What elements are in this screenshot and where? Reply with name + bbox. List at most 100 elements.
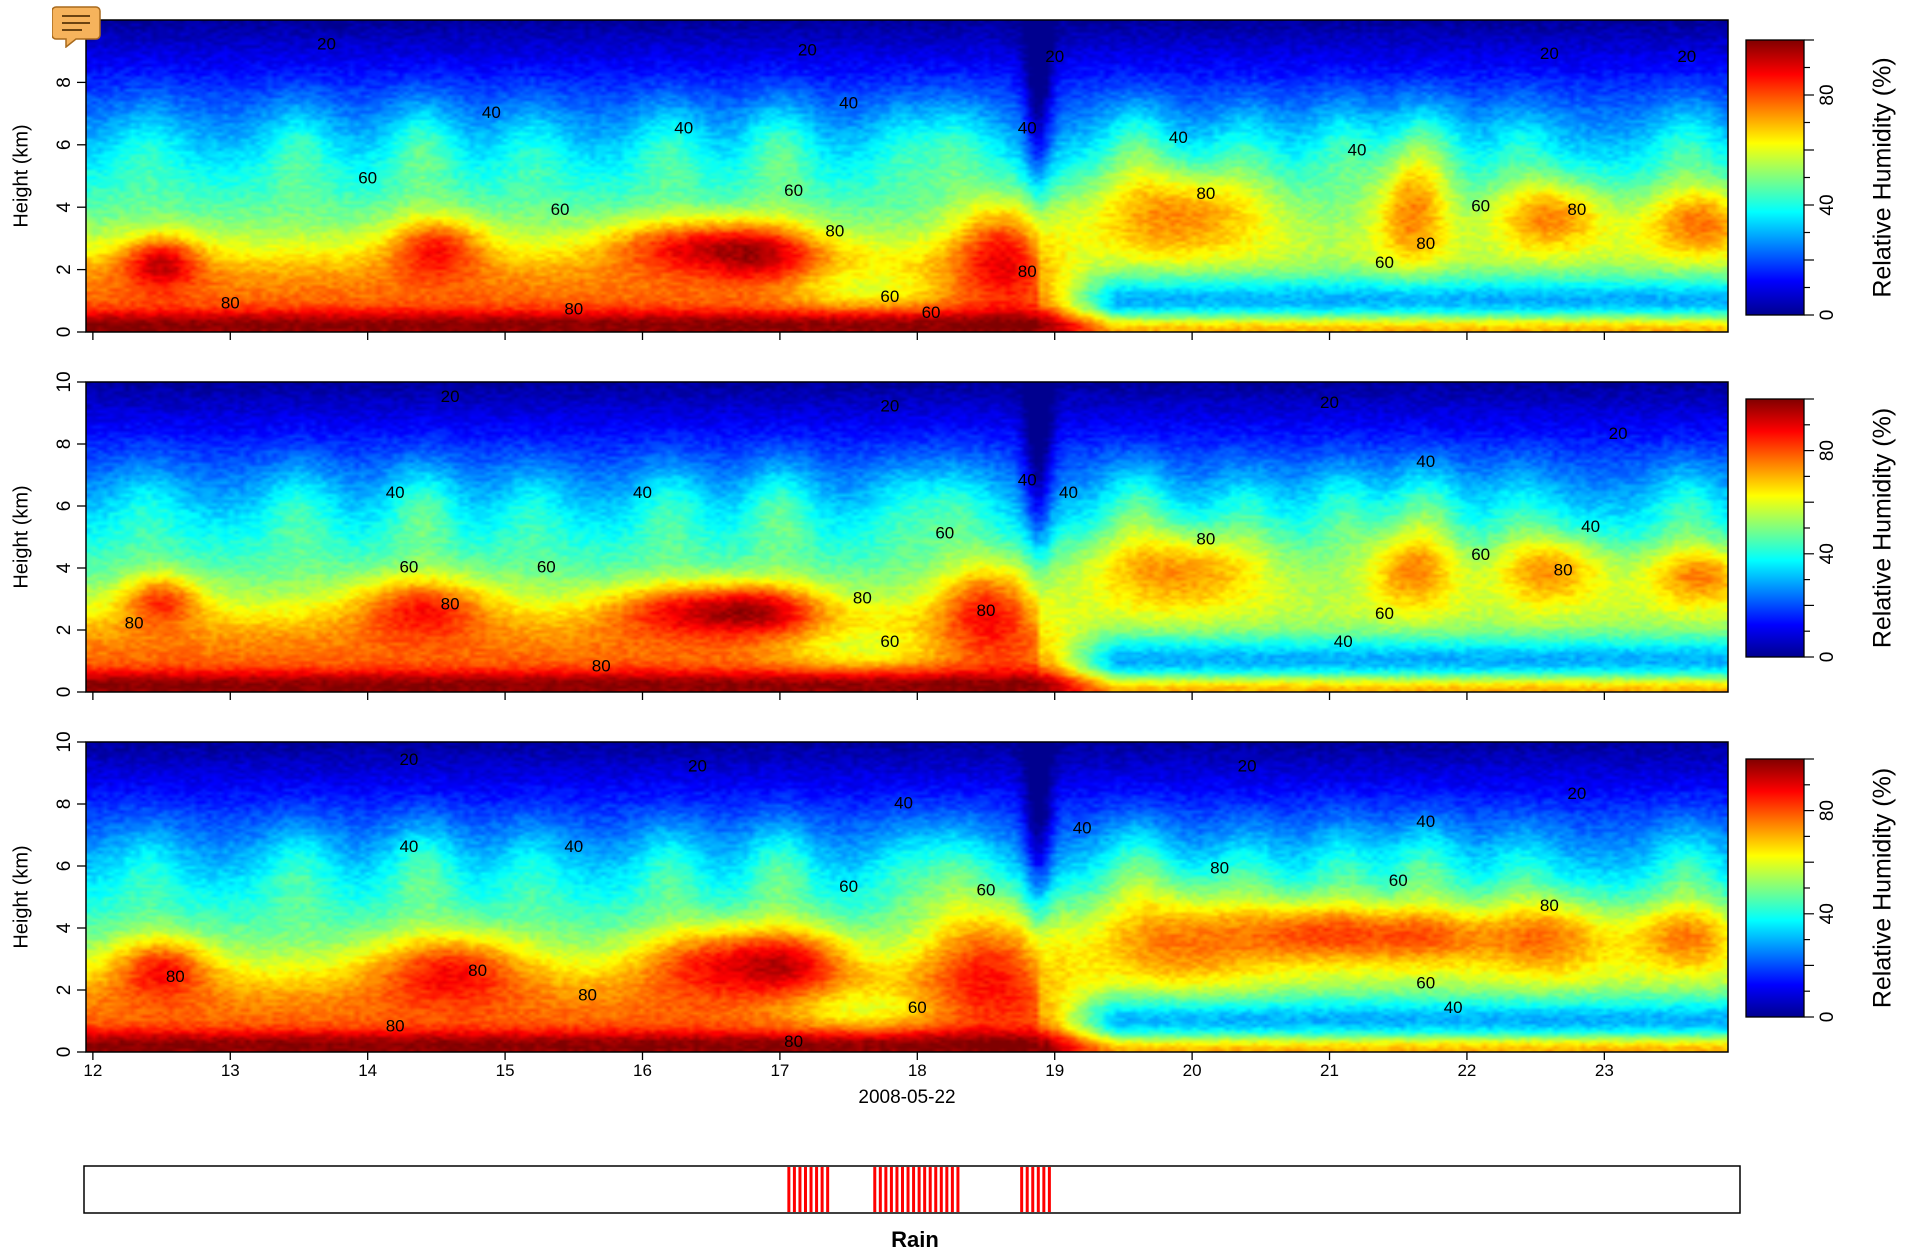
contour-label: 60 (551, 200, 570, 219)
rain-bar (906, 1167, 910, 1212)
contour-label: 80 (1210, 859, 1229, 878)
contour-label: 40 (1416, 452, 1435, 471)
rain-bar (939, 1167, 943, 1212)
y-tick-label: 8 (54, 799, 75, 810)
colorbar-gradient (1745, 39, 1805, 316)
contour-label: 20 (1567, 784, 1586, 803)
rain-bar (912, 1167, 916, 1212)
rain-bar (934, 1167, 938, 1212)
y-tick-label: 10 (54, 371, 75, 392)
y-tick-label: 0 (54, 1047, 75, 1058)
contour-label: 60 (922, 303, 941, 322)
contour-label: 20 (441, 387, 460, 406)
contour-label: 80 (1554, 561, 1573, 580)
heatmap-image (86, 742, 1728, 1052)
contour-label: 40 (482, 103, 501, 122)
x-tick-label: 19 (1045, 1061, 1064, 1080)
x-tick-label: 20 (1183, 1061, 1202, 1080)
rain-bar (889, 1167, 893, 1212)
y-axis-label: Height (km) (10, 485, 32, 588)
contour-label: 40 (674, 119, 693, 138)
contour-label: 60 (977, 880, 996, 899)
x-tick-label: 12 (83, 1061, 102, 1080)
rain-bar (815, 1167, 819, 1212)
rain-bar (873, 1167, 877, 1212)
contour-label: 80 (1196, 530, 1215, 549)
contour-label: 40 (1444, 998, 1463, 1017)
contour-label: 40 (1059, 483, 1078, 502)
colorbar-label: Relative Humidity (%) (1869, 768, 1897, 1008)
plot-frame (85, 381, 1729, 693)
contour-label: 60 (880, 632, 899, 651)
contour-label: 80 (468, 961, 487, 980)
contour-label: 20 (880, 396, 899, 415)
y-tick-label: 6 (54, 140, 75, 151)
contour-label: 80 (784, 1032, 803, 1051)
contour-label: 60 (399, 557, 418, 576)
y-tick-label: 10 (54, 731, 75, 752)
contour-label: 40 (1334, 632, 1353, 651)
x-tick-label: 16 (633, 1061, 652, 1080)
rain-bar (809, 1167, 813, 1212)
rain-bar (917, 1167, 921, 1212)
rain-title: Rain (891, 1227, 939, 1252)
contour-label: 60 (537, 557, 556, 576)
note-icon[interactable] (52, 4, 104, 48)
contour-label: 40 (1581, 517, 1600, 536)
contour-label: 80 (853, 588, 872, 607)
rain-bar (826, 1167, 830, 1212)
contour-label: 80 (221, 293, 240, 312)
colorbar-tick-label: 80 (1817, 800, 1838, 821)
contour-label: 80 (1540, 896, 1559, 915)
contour-label: 80 (166, 967, 185, 986)
heatmap-image (86, 20, 1728, 332)
contour-label: 40 (839, 94, 858, 113)
colorbar-tick-label: 40 (1817, 543, 1838, 564)
contour-label: 60 (1471, 197, 1490, 216)
plot-frame (85, 19, 1729, 333)
y-tick-label: 2 (54, 264, 75, 275)
y-tick-label: 0 (54, 687, 75, 698)
x-tick-label: 21 (1320, 1061, 1339, 1080)
contour-label: 20 (1238, 756, 1257, 775)
contour-label: 40 (1416, 812, 1435, 831)
rain-bar (945, 1167, 949, 1212)
heatmap-image (86, 382, 1728, 692)
contour-label: 60 (908, 998, 927, 1017)
y-tick-label: 4 (54, 922, 75, 933)
rain-bar (803, 1167, 807, 1212)
contour-label: 20 (798, 41, 817, 60)
colorbar-3: 0 40 80 Relative Humidity (%) (1745, 758, 1897, 1023)
contour-label: 80 (1196, 184, 1215, 203)
rain-bar (798, 1167, 802, 1212)
contour-label: 60 (1471, 545, 1490, 564)
contour-label: 40 (1169, 128, 1188, 147)
colorbar-tick-label: 0 (1817, 1012, 1838, 1023)
contour-label: 80 (1567, 200, 1586, 219)
x-tick-label: 13 (221, 1061, 240, 1080)
x-tick-label: 18 (908, 1061, 927, 1080)
y-tick-label: 8 (54, 439, 75, 450)
rain-bar (1031, 1167, 1035, 1212)
plot-frame (85, 741, 1729, 1053)
rain-bar (884, 1167, 888, 1212)
colorbar-tick-label: 80 (1817, 440, 1838, 461)
contour-label: 80 (564, 300, 583, 319)
y-tick-label: 6 (54, 501, 75, 512)
colorbar-1: 0 40 80 Relative Humidity (%) (1745, 39, 1897, 320)
rain-bar (950, 1167, 954, 1212)
rain-bar (928, 1167, 932, 1212)
contour-label: 20 (688, 756, 707, 775)
rain-bar (900, 1167, 904, 1212)
y-tick-label: 8 (54, 77, 75, 88)
rain-frame (83, 1165, 1741, 1214)
colorbar-tick-label: 80 (1817, 84, 1838, 105)
contour-label: 40 (386, 483, 405, 502)
rain-bar (956, 1167, 960, 1212)
colorbar-gradient (1745, 398, 1805, 658)
contour-label: 60 (880, 287, 899, 306)
contour-label: 20 (1609, 424, 1628, 443)
